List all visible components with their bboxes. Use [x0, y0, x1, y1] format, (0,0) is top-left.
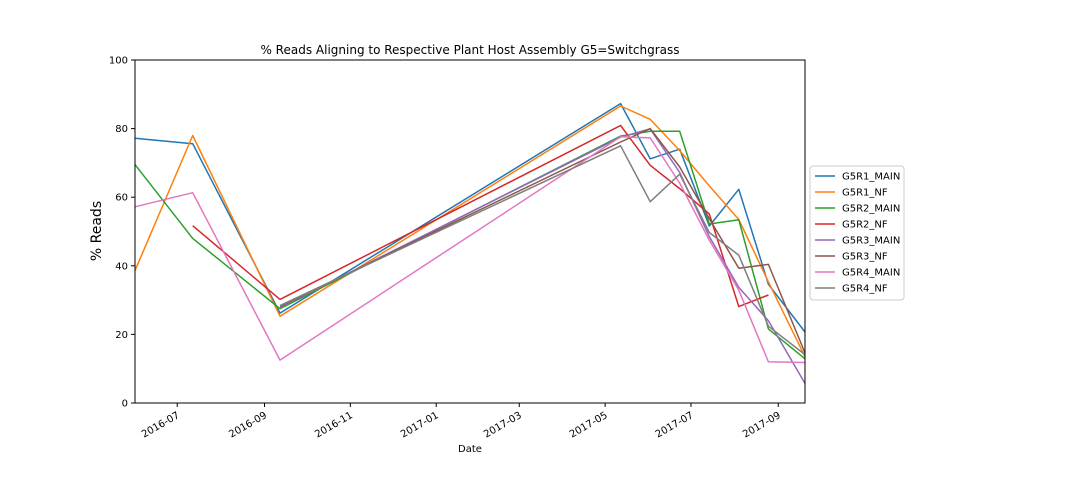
x-tick-label: 2017-09: [741, 410, 783, 440]
legend-entry: G5R3_NF: [842, 252, 888, 263]
series-line-g5r1-main: [134, 102, 806, 333]
legend-entry: G5R3_MAIN: [842, 236, 900, 247]
legend-entry: G5R1_NF: [842, 188, 888, 199]
legend-entry: G5R1_MAIN: [842, 172, 900, 183]
series-line-g5r3-nf: [279, 127, 806, 354]
plot-frame: [134, 59, 806, 404]
x-tick-label: 2016-09: [227, 410, 269, 440]
x-tick-label: 2016-11: [313, 410, 355, 440]
legend: G5R1_MAIN G5R1_NF G5R2_MAIN G5R2_NF G5R3_MAI…: [809, 165, 905, 301]
plot-area: [134, 102, 806, 384]
x-tick-label: 2017-05: [568, 410, 610, 440]
y-tick-label: 40: [115, 261, 128, 272]
y-tick-label: 60: [115, 193, 128, 204]
x-axis-label: Date: [458, 444, 482, 455]
series-line-g5r4-main: [134, 136, 806, 364]
y-tick-label: 0: [122, 399, 128, 410]
legend-entry: G5R4_MAIN: [842, 268, 900, 279]
legend-entry: G5R4_NF: [842, 284, 888, 295]
chart-title: % Reads Aligning to Respective Plant Hos…: [260, 43, 679, 57]
y-axis-label: % Reads: [89, 201, 105, 261]
series-line-g5r2-nf: [192, 124, 769, 308]
legend-entry: G5R2_NF: [842, 220, 888, 231]
x-tick-label: 2016-07: [140, 410, 182, 440]
x-axis: 2016-07 2016-09 2016-11 2017-01 2017-03 2017-…: [140, 403, 783, 440]
y-tick-label: 80: [115, 124, 128, 135]
x-tick-label: 2017-07: [654, 410, 696, 440]
legend-entry: G5R2_MAIN: [842, 204, 900, 215]
y-tick-label: 100: [109, 56, 128, 67]
series-line-g5r1-nf: [134, 105, 806, 358]
series-line-g5r2-main: [134, 130, 806, 360]
legend-box: [809, 165, 905, 301]
y-tick-label: 20: [115, 330, 128, 341]
y-axis: 0 20 40 60 80 100: [109, 56, 135, 410]
series-line-g5r3-main: [279, 128, 806, 384]
series-line-g5r4-nf: [279, 145, 806, 356]
x-tick-label: 2017-01: [399, 410, 441, 440]
x-tick-label: 2017-03: [482, 410, 524, 440]
